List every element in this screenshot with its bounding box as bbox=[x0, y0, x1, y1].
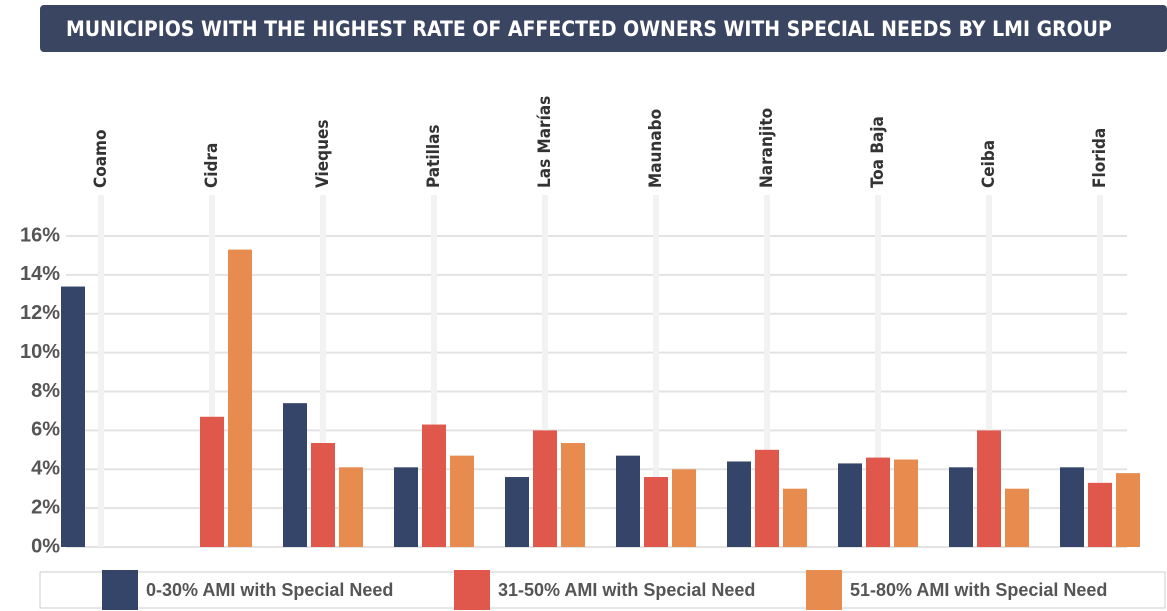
bar bbox=[866, 457, 890, 547]
bar bbox=[755, 449, 779, 547]
bar bbox=[616, 455, 640, 547]
bar bbox=[949, 467, 973, 547]
legend-swatch bbox=[102, 570, 138, 610]
legend bbox=[39, 571, 1166, 609]
x-tick-label: Maunabo bbox=[646, 109, 666, 188]
x-tick-label: Patillas bbox=[424, 124, 444, 188]
bar bbox=[422, 424, 446, 547]
y-tick-label: 12% bbox=[20, 302, 60, 324]
bar bbox=[61, 286, 85, 547]
bar bbox=[311, 443, 335, 547]
legend-swatch bbox=[806, 570, 842, 610]
y-tick-label: 4% bbox=[31, 458, 60, 480]
bar bbox=[505, 477, 529, 547]
legend-label: 0-30% AMI with Special Need bbox=[146, 580, 393, 600]
x-tick-label: Toa Baja bbox=[868, 116, 888, 188]
bar bbox=[228, 249, 252, 547]
x-tick-label: Las Marías bbox=[535, 96, 555, 188]
x-tick-label: Ceiba bbox=[979, 140, 999, 188]
x-tick-label: Cidra bbox=[202, 143, 222, 188]
y-tick-label: 16% bbox=[20, 224, 60, 246]
bar bbox=[727, 461, 751, 547]
bar bbox=[977, 430, 1001, 547]
bar bbox=[1088, 482, 1112, 547]
x-tick-label: Coamo bbox=[91, 130, 111, 189]
y-tick-label: 14% bbox=[20, 263, 60, 285]
chart-title: MUNICIPIOS WITH THE HIGHEST RATE OF AFFE… bbox=[66, 17, 1112, 41]
bar bbox=[200, 416, 224, 547]
x-tick-label: Naranjito bbox=[757, 108, 777, 188]
bar bbox=[672, 469, 696, 547]
bar bbox=[339, 467, 363, 547]
bar bbox=[838, 463, 862, 547]
bar bbox=[1060, 467, 1084, 547]
y-tick-label: 0% bbox=[31, 535, 60, 557]
x-tick-label: Florida bbox=[1090, 128, 1110, 188]
y-tick-label: 10% bbox=[20, 341, 60, 363]
x-tick-label: Vieques bbox=[313, 120, 333, 188]
legend-label: 31-50% AMI with Special Need bbox=[498, 580, 755, 600]
bar bbox=[1005, 488, 1029, 547]
bar bbox=[283, 403, 307, 547]
bar bbox=[894, 459, 918, 547]
bar bbox=[783, 488, 807, 547]
y-tick-label: 6% bbox=[31, 419, 60, 441]
bar bbox=[450, 455, 474, 547]
bar bbox=[533, 430, 557, 547]
y-tick-label: 2% bbox=[31, 496, 60, 518]
bar bbox=[1116, 473, 1140, 547]
title-banner bbox=[40, 5, 1167, 52]
legend-swatch bbox=[454, 570, 490, 610]
y-tick-label: 8% bbox=[31, 380, 60, 402]
legend-label: 51-80% AMI with Special Need bbox=[850, 580, 1107, 600]
bar bbox=[394, 467, 418, 547]
bar bbox=[561, 443, 585, 547]
bar bbox=[644, 477, 668, 547]
